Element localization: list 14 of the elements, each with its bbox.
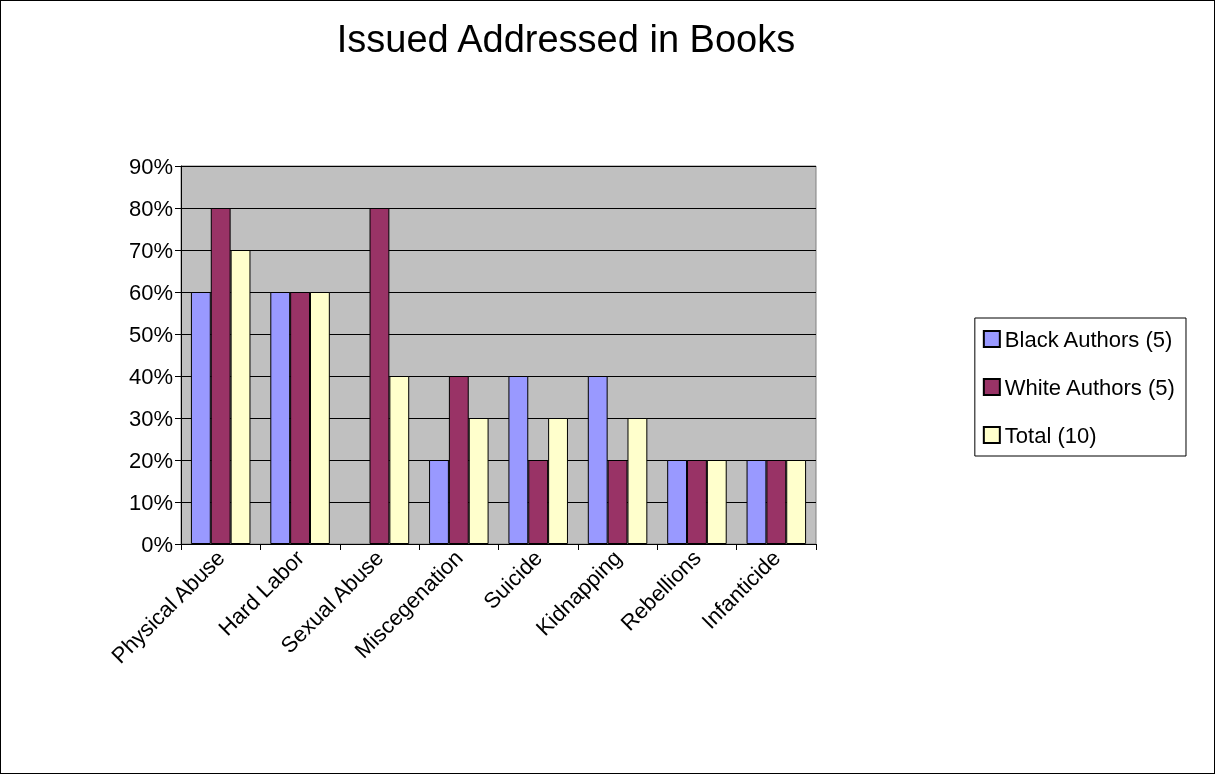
y-tick-label: 20% <box>128 447 173 473</box>
y-tick-label: 50% <box>128 321 173 347</box>
y-tick-label: 80% <box>128 195 173 221</box>
legend-label: Total (10) <box>1004 422 1097 448</box>
y-tick-label: 30% <box>128 405 173 431</box>
chart-title: Issued Addressed in Books <box>336 18 796 60</box>
y-tick-label: 70% <box>128 237 173 263</box>
y-tick-label: 0% <box>141 531 173 557</box>
legend-label: Black Authors (5) <box>1004 326 1173 352</box>
legend-label: White Authors (5) <box>1004 374 1175 400</box>
y-tick-label: 60% <box>128 279 173 305</box>
y-tick-label: 10% <box>128 489 173 515</box>
y-tick-label: 90% <box>128 153 173 179</box>
y-tick-label: 40% <box>128 363 173 389</box>
